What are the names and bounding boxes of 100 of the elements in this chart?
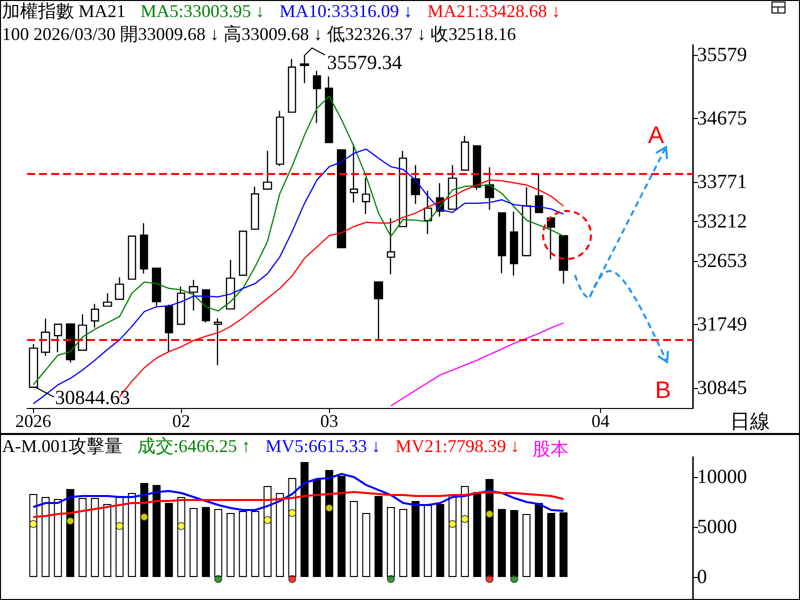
bar xyxy=(251,511,260,577)
line-series xyxy=(32,491,565,518)
y-tick-label: 30845 xyxy=(697,376,747,399)
series-label: 成交:6466.25 ↑ xyxy=(138,436,251,456)
y-tick-label: 32653 xyxy=(697,250,747,272)
bar xyxy=(103,504,112,577)
candlestick xyxy=(250,186,260,230)
bar xyxy=(42,497,50,577)
candlestick xyxy=(448,164,458,210)
bar xyxy=(338,476,346,577)
candlestick xyxy=(374,281,384,340)
text: MV21:7798.39 ↓ xyxy=(396,436,520,456)
candlestick xyxy=(288,58,296,113)
candlestick xyxy=(336,149,346,248)
bar xyxy=(312,479,321,577)
candlestick xyxy=(114,276,124,300)
candlestick xyxy=(262,150,272,190)
line-series xyxy=(32,96,564,386)
candlestick xyxy=(102,292,112,307)
line-series xyxy=(32,148,564,404)
bar xyxy=(547,513,556,577)
x-tick-label: 2026 xyxy=(15,411,52,431)
candlestick xyxy=(510,210,518,276)
bar xyxy=(276,493,284,577)
bar xyxy=(226,513,235,577)
text: MA10:33316.09 ↓ xyxy=(280,1,413,21)
bar xyxy=(202,507,210,577)
bar xyxy=(534,503,543,577)
chart-subtitle: 100 2026/03/30 開33009.68 ↓ 高33009.68 ↓ 低32326.37 ↓ 收32518.16 xyxy=(2,24,516,44)
candlestick xyxy=(176,286,186,325)
candlestick xyxy=(498,212,506,274)
chart-title: A-M.001攻擊量 xyxy=(2,436,122,456)
candlestick xyxy=(54,322,62,353)
candlestick xyxy=(534,174,544,214)
point xyxy=(177,522,186,530)
candlestick xyxy=(238,230,248,276)
candlestick xyxy=(300,54,310,84)
bar xyxy=(374,496,383,577)
y-tick-label: 5000 xyxy=(697,516,737,538)
candlestick xyxy=(276,110,284,167)
point xyxy=(510,575,518,583)
candlestick xyxy=(214,318,222,366)
point xyxy=(288,575,296,583)
bar xyxy=(386,507,395,577)
candlestick xyxy=(386,218,396,275)
annotation: 30844.63 xyxy=(55,387,130,409)
x-tick-label: 04 xyxy=(592,411,610,431)
point xyxy=(448,520,457,528)
point xyxy=(29,520,38,528)
point xyxy=(288,509,296,517)
candlestick xyxy=(188,279,198,312)
candlestick xyxy=(90,303,100,328)
chart-title: 加權指數 MA21 xyxy=(2,1,126,21)
text: MA21:33428.68 ↓ xyxy=(428,1,561,21)
series-label: MV5:6615.33 ↓ xyxy=(266,436,381,456)
point xyxy=(386,575,395,583)
bar xyxy=(238,511,247,577)
text: MA5:33003.95 ↓ xyxy=(140,1,265,21)
bar xyxy=(128,493,136,577)
bar xyxy=(152,485,161,577)
candlestick xyxy=(362,177,370,215)
candlestick xyxy=(424,190,432,235)
bar xyxy=(399,509,408,577)
bar xyxy=(436,504,444,577)
candlestick xyxy=(40,318,50,357)
candlestick xyxy=(546,217,556,260)
point xyxy=(116,522,124,530)
point xyxy=(486,510,494,518)
annotation: B xyxy=(654,377,672,404)
candlestick xyxy=(152,268,162,307)
candlestick xyxy=(410,164,420,205)
bar xyxy=(78,498,87,577)
y-tick-label: 33212 xyxy=(697,210,747,232)
annotation: 35579.34 xyxy=(327,52,402,74)
candlestick xyxy=(350,144,358,204)
candlestick xyxy=(164,304,174,352)
candlestick xyxy=(460,135,470,171)
candlestick xyxy=(28,343,38,389)
line-series xyxy=(32,473,565,512)
point xyxy=(264,516,272,524)
bar xyxy=(190,508,198,577)
x-tick-label: 02 xyxy=(172,411,190,431)
candlestick xyxy=(78,314,88,351)
y-tick-label: 35579 xyxy=(697,44,747,66)
point xyxy=(140,513,148,521)
y-tick-label: 10000 xyxy=(697,466,747,488)
y-tick-label: 0 xyxy=(697,566,707,588)
bar xyxy=(90,498,99,577)
candlestick xyxy=(128,236,136,280)
bar xyxy=(164,503,173,577)
annotation: A xyxy=(648,122,664,149)
bar xyxy=(498,509,506,577)
bar xyxy=(473,492,482,577)
annotation: 股本 xyxy=(532,439,569,459)
y-tick-label: 34675 xyxy=(697,108,747,130)
candlestick xyxy=(472,145,482,190)
bar xyxy=(300,462,309,577)
bar xyxy=(54,499,62,577)
text: 日線 xyxy=(730,411,770,433)
point xyxy=(66,517,74,525)
